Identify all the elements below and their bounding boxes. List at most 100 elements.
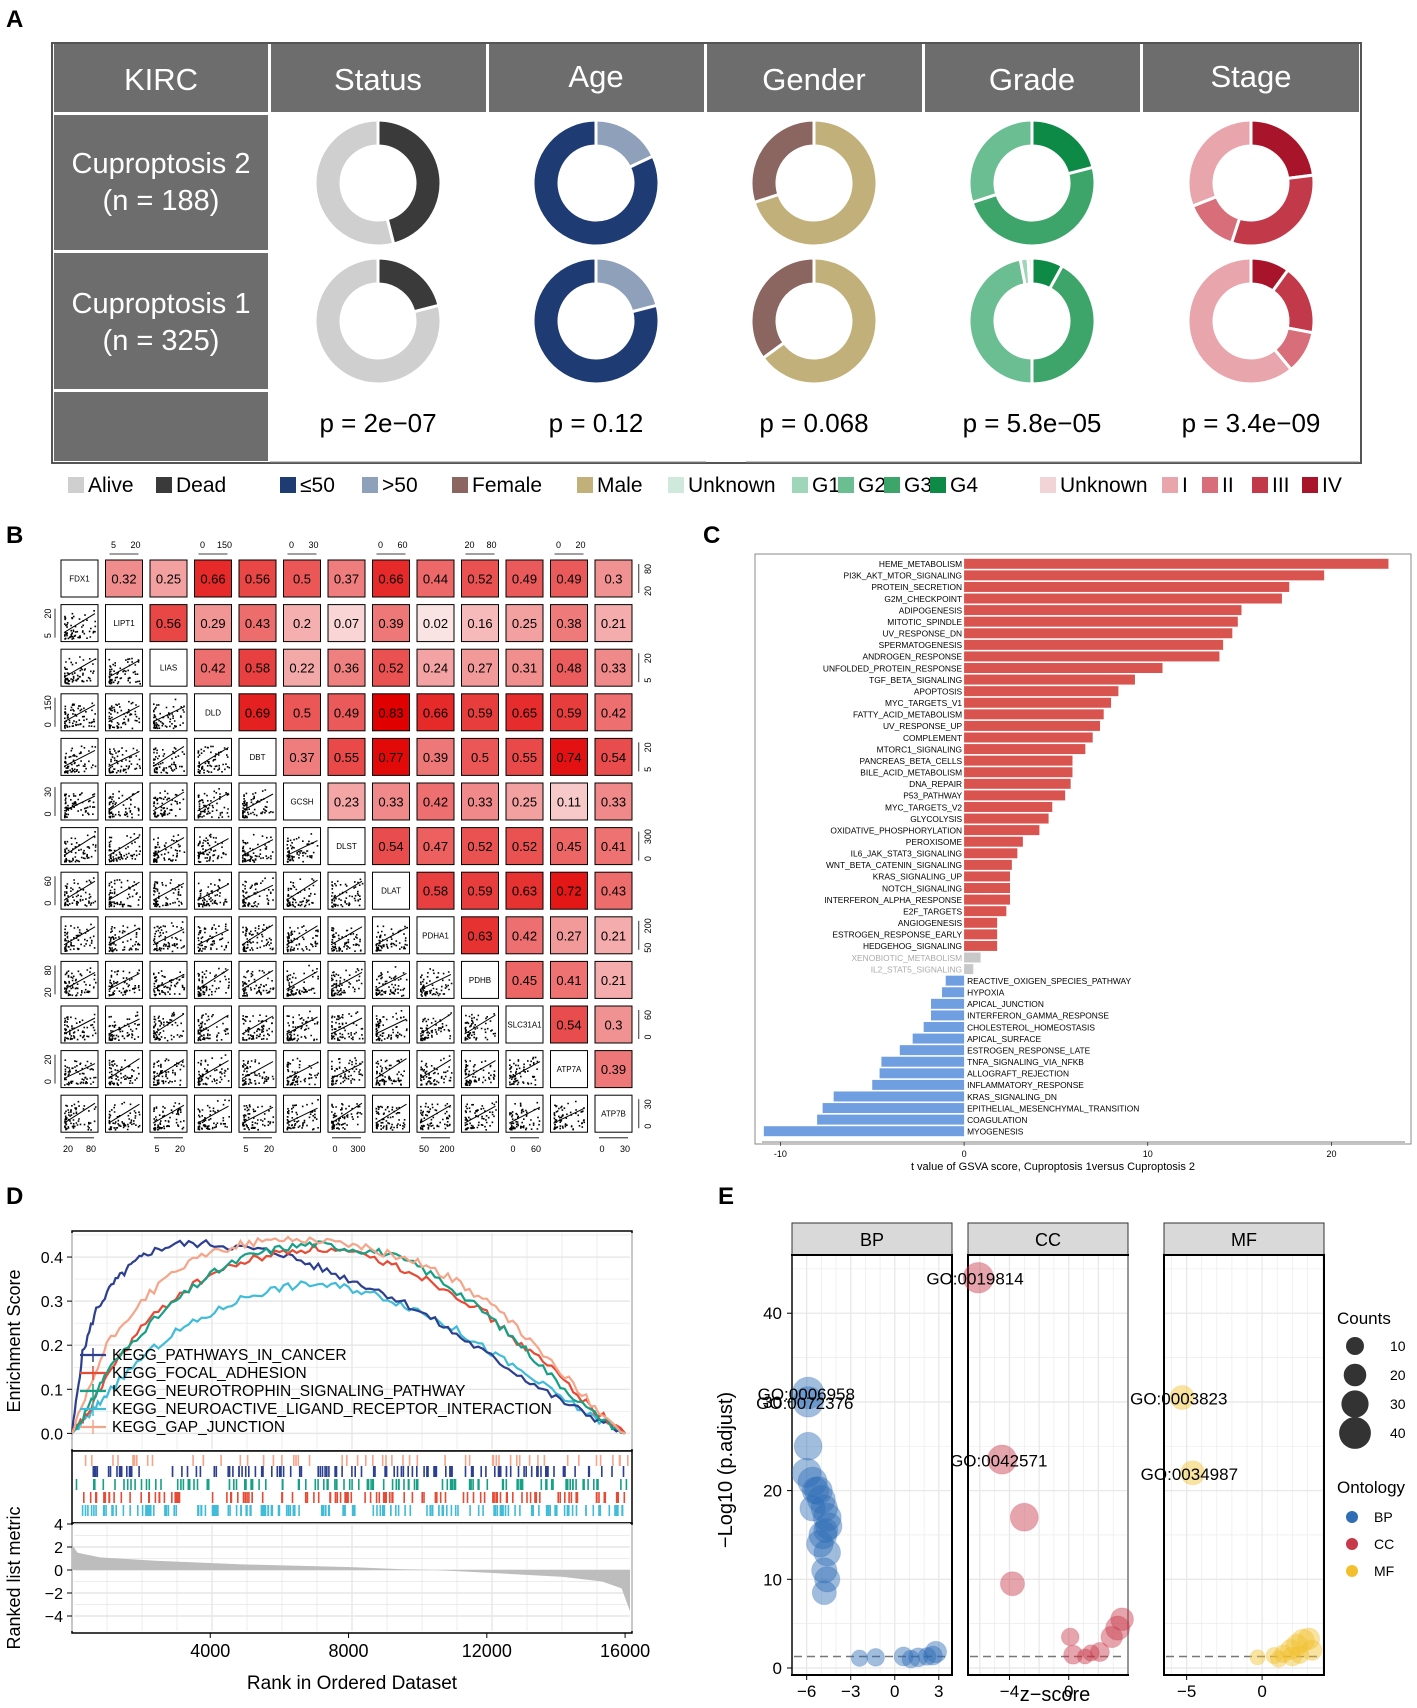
scatter-points-DLST-GCSH <box>286 833 319 863</box>
panel-a-header-row: KIRC Status Age Gender Grade Stage <box>54 44 1359 112</box>
corr-value-LIPT1-SLC31A1: 0.25 <box>512 616 537 631</box>
top-tick-0-a: 5 <box>111 540 116 550</box>
corr-value-FDX1-ATP7A: 0.49 <box>556 572 581 587</box>
corr-value-LIAS-GCSH: 0.22 <box>289 661 314 676</box>
gsea-curves <box>70 1235 626 1435</box>
donut-age-row1-slice-0 <box>531 118 661 248</box>
scatter-fit-DLAT-GCSH <box>286 879 318 901</box>
gsva-bar-WNT_BETA_CATENIN_SIGNALING <box>964 859 1012 870</box>
gsva-bar-UV_RESPONSE_DN <box>964 628 1233 639</box>
donut-age-row2-slice-1 <box>594 256 659 314</box>
scatter-fit-ATP7A-DLAT <box>375 1058 407 1080</box>
scatter-cell-ATP7A-GCSH <box>283 1050 321 1089</box>
gsva-label-BILE_ACID_METABOLISM: BILE_ACID_METABOLISM <box>860 768 962 778</box>
top-tick-1-b: 150 <box>217 540 232 550</box>
diag-cell-FDX1 <box>60 559 99 598</box>
facet-title-BP: BP <box>860 1230 884 1250</box>
corr-cell-DLD-PDHB <box>461 693 499 732</box>
scatter-fit-ATP7A-DLD <box>197 1060 229 1080</box>
gsva-frame <box>754 553 1412 1145</box>
scatter-fit-SLC31A1-DLST <box>330 1017 363 1035</box>
gsea-xtick-label-0: 4000 <box>190 1641 230 1661</box>
metric-tick-label-0: 4 <box>54 1517 63 1534</box>
corr-cell-DLD-DBT <box>238 693 277 732</box>
gsva-bar-HEME_METABOLISM <box>964 558 1389 569</box>
diag-cell-LIPT1 <box>105 604 143 643</box>
scatter-points-ATP7B-SLC31A1 <box>509 1101 541 1131</box>
corr-value-GCSH-DLST: 0.23 <box>334 795 359 810</box>
scatter-fit-LIAS-FDX1 <box>63 658 96 678</box>
corr-value-LIAS-DBT: 0.58 <box>245 661 270 676</box>
scatter-fit-SLC31A1-LIPT1 <box>108 1018 140 1035</box>
scatter-fit-ATP7A-SLC31A1 <box>508 1061 541 1080</box>
scatter-fit-ATP7A-FDX1 <box>63 1063 96 1080</box>
corr-cell-DLD-PDHA1 <box>416 693 455 732</box>
corr-cell-PDHA1-ATP7A <box>550 916 588 955</box>
gsva-bar-P53_PATHWAY <box>964 790 1066 801</box>
corr-cell-GCSH-ATP7B <box>594 782 633 821</box>
bottom-tick-6-b: 30 <box>620 1144 630 1154</box>
corr-value-SLC31A1-ATP7A: 0.54 <box>556 1018 581 1033</box>
gsva-bar-DNA_REPAIR <box>964 778 1071 789</box>
gsva-bar-ANDROGEN_RESPONSE <box>964 651 1220 662</box>
column-header-grade: Grade <box>989 62 1075 97</box>
corr-value-DLAT-ATP7A: 0.72 <box>556 884 581 899</box>
metric-tick-label-2: 0 <box>54 1563 63 1580</box>
scatter-points-ATP7A-DLAT <box>375 1058 405 1086</box>
go-point-BP-25 <box>924 1640 948 1664</box>
scatter-cell-ATP7B-ATP7A <box>550 1094 588 1133</box>
top-tick-5-b: 20 <box>575 540 585 550</box>
corr-value-DLD-DLAT: 0.83 <box>378 705 403 720</box>
color-legend-dot-CC <box>1346 1538 1358 1550</box>
corr-cell-PDHB-SLC31A1 <box>505 960 544 999</box>
legend-stage-swatch-4 <box>1302 477 1318 493</box>
legend-stage-label-1: I <box>1182 474 1188 497</box>
scatter-points-DLAT-LIAS <box>153 879 183 908</box>
facet-BP-xtick-label-2: 0 <box>890 1682 899 1701</box>
gsva-label-DNA_REPAIR: DNA_REPAIR <box>909 779 962 789</box>
gsea-legend-label-1: KEGG_FOCAL_ADHESION <box>112 1365 307 1382</box>
scatter-points-DBT-DLD <box>197 745 231 774</box>
right-tick-1-a: 20 <box>643 653 653 663</box>
facet-strip-MF <box>1163 1222 1325 1256</box>
go-point-BP-15 <box>811 1580 837 1606</box>
corr-value-GCSH-ATP7A: 0.11 <box>557 795 581 810</box>
panel-a-frame <box>51 42 1362 464</box>
diag-cell-GCSH <box>283 782 321 821</box>
gsva-label-REACTIVE_OXIGEN_SPECIES_PATHWAY: REACTIVE_OXIGEN_SPECIES_PATHWAY <box>967 976 1131 986</box>
gsva-bar-G2M_CHECKPOINT <box>964 593 1282 604</box>
bottom-tick-6-a: 0 <box>599 1144 604 1154</box>
scatter-fit-DBT-LIPT1 <box>108 750 140 767</box>
corr-value-LIAS-PDHA1: 0.24 <box>423 661 448 676</box>
scatter-fit-SLC31A1-DLAT <box>375 1018 407 1035</box>
gsva-bar-ANGIOGENESIS <box>964 917 998 928</box>
right-tick-4-a: 200 <box>643 918 653 933</box>
gsva-label-INTERFERON_GAMMA_RESPONSE: INTERFERON_GAMMA_RESPONSE <box>967 1011 1109 1021</box>
scatter-fit-SLC31A1-GCSH <box>286 1016 318 1035</box>
scatter-fit-SLC31A1-LIAS <box>152 1013 185 1035</box>
facet-strip-CC <box>967 1222 1129 1256</box>
go-point-MF-7 <box>1290 1628 1315 1653</box>
scatter-cell-DLST-GCSH <box>283 827 321 866</box>
corr-cell-LIPT1-GCSH <box>283 604 321 643</box>
gsea-ytick-label-4: 0.4 <box>41 1250 63 1267</box>
corr-cell-ATP7A-ATP7B <box>594 1050 633 1089</box>
gsva-label-E2F_TARGETS: E2F_TARGETS <box>903 906 962 916</box>
go-y-title: −Log10 (p.adjust) <box>715 1392 737 1548</box>
left-tick-2-a: 30 <box>43 787 53 797</box>
right-tick-6-a: 30 <box>643 1099 653 1109</box>
gsva-label-APOPTOSIS: APOPTOSIS <box>914 686 963 696</box>
gsva-tick-label-0: -10 <box>774 1149 787 1159</box>
gsva-bar-CHOLESTEROL_HOMEOSTASIS <box>923 1022 965 1032</box>
scatter-fit-ATP7B-GCSH <box>286 1107 318 1124</box>
corr-cell-DLAT-ATP7B <box>594 871 633 910</box>
facet-MF-xtick-label-0: −5 <box>1177 1682 1196 1701</box>
gsva-label-MYOGENESIS: MYOGENESIS <box>967 1127 1024 1137</box>
pvalue-grade: p = 5.8e−05 <box>963 408 1102 438</box>
gene-label-DLAT: DLAT <box>381 887 401 896</box>
gsva-label-ESTROGEN_RESPONSE_LATE: ESTROGEN_RESPONSE_LATE <box>967 1045 1091 1055</box>
scatter-fit-PDHB-GCSH <box>286 970 318 990</box>
donut-gender-row1-slice-0 <box>749 118 816 205</box>
legend-stage-label-2: II <box>1222 474 1234 497</box>
gsva-bar-HEDGEHOG_SIGNALING <box>964 940 998 951</box>
